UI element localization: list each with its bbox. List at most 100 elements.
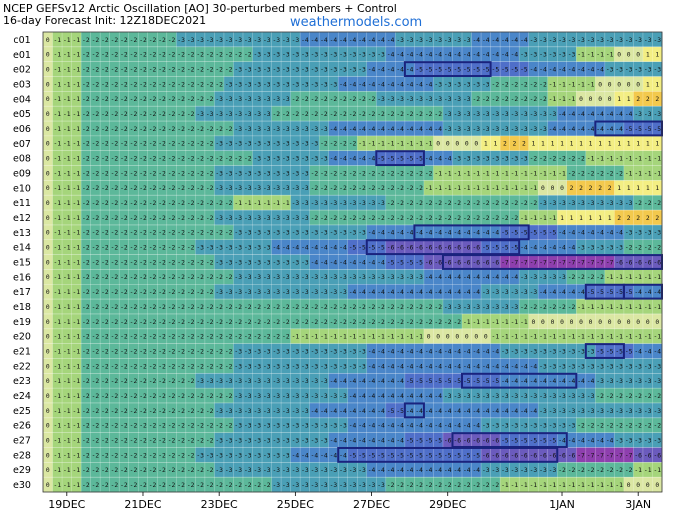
heatmap-cell (452, 269, 463, 285)
heatmap-cell (90, 224, 101, 241)
cell-value-label: -3 (330, 274, 338, 281)
heatmap-cell (309, 195, 320, 211)
heatmap-cell (242, 180, 253, 196)
heatmap-cell (347, 46, 358, 62)
row-label: c01 (13, 35, 30, 46)
cell-value-label: -3 (653, 363, 661, 370)
cell-value-label: -3 (311, 126, 319, 133)
heatmap-cell (433, 76, 444, 92)
heatmap-cell (52, 328, 63, 344)
cell-value-label: -4 (492, 408, 500, 415)
heatmap-cell (300, 284, 310, 300)
heatmap-cell (404, 195, 415, 211)
heatmap-cell (233, 299, 244, 315)
cell-value-label: -4 (568, 245, 576, 252)
cell-value-label: -4 (320, 408, 328, 415)
cell-value-label: -2 (158, 274, 166, 281)
heatmap-cell (404, 46, 415, 62)
cell-value-label: -2 (634, 245, 642, 252)
cell-value-label: -2 (177, 126, 185, 133)
cell-value-label: -5 (425, 452, 433, 459)
heatmap-cell (242, 150, 253, 166)
heatmap-cell (262, 269, 272, 285)
cell-value-label: -3 (358, 348, 366, 355)
heatmap-cell (623, 180, 634, 196)
heatmap-cell (414, 358, 425, 374)
cell-value-label: -5 (434, 378, 442, 385)
cell-value-label: -3 (568, 423, 576, 430)
heatmap-cell (300, 417, 310, 433)
heatmap-cell (385, 269, 396, 285)
cell-value-label: -2 (568, 170, 576, 177)
heatmap-cell (271, 358, 282, 374)
heatmap-cell (233, 195, 244, 211)
cell-value-label: -2 (177, 467, 185, 474)
cell-value-label: -2 (168, 111, 176, 118)
heatmap-cell (414, 254, 425, 270)
cell-value-label: -5 (377, 156, 385, 163)
heatmap-cell (585, 373, 596, 389)
cell-value-label: -1 (396, 141, 404, 148)
cell-value-label: -1 (558, 170, 566, 177)
heatmap-cell (347, 135, 358, 152)
heatmap-cell (442, 358, 453, 374)
cell-value-label: -3 (539, 274, 547, 281)
cell-value-label: -2 (158, 319, 166, 326)
heatmap-cell (423, 373, 434, 389)
heatmap-cell (52, 150, 63, 166)
cell-value-label: -4 (606, 126, 614, 133)
cell-value-label: -2 (139, 96, 147, 103)
cell-value-label: -2 (339, 111, 347, 118)
cell-value-label: -3 (558, 52, 566, 59)
heatmap-cell (557, 284, 568, 300)
heatmap-cell (271, 106, 282, 122)
heatmap-cell (404, 32, 415, 48)
heatmap-cell (423, 313, 434, 330)
cell-value-label: -1 (73, 348, 81, 355)
cell-value-label: -2 (301, 96, 309, 103)
heatmap-cell (90, 402, 101, 419)
cell-value-label: -3 (349, 230, 357, 237)
cell-value-label: -4 (577, 230, 585, 237)
cell-value-label: -1 (511, 170, 519, 177)
cell-value-label: -2 (406, 304, 414, 311)
heatmap-cell (300, 388, 310, 404)
cell-value-label: -2 (158, 200, 166, 207)
heatmap-cell (490, 46, 501, 62)
heatmap-cell (128, 46, 139, 62)
heatmap-cell (242, 358, 253, 374)
cell-value-label: -2 (92, 363, 100, 370)
heatmap-cell (109, 313, 120, 330)
heatmap-cell (81, 61, 91, 77)
heatmap-cell (100, 165, 110, 181)
heatmap-cell (233, 284, 244, 300)
heatmap-cell (623, 388, 634, 404)
heatmap-cell (223, 269, 234, 285)
cell-value-label: -3 (282, 363, 290, 370)
heatmap-cell (642, 417, 653, 433)
heatmap-cell (52, 106, 63, 122)
cell-value-label: -1 (234, 200, 242, 207)
cell-value-label: -5 (444, 452, 452, 459)
cell-value-label: -7 (596, 259, 604, 266)
heatmap-cell (90, 61, 101, 77)
heatmap-cell (481, 135, 491, 152)
heatmap-cell (81, 417, 91, 433)
heatmap-cell (357, 61, 368, 77)
cell-value-label: -2 (139, 408, 147, 415)
heatmap-cell (414, 76, 425, 92)
heatmap-cell (100, 46, 110, 62)
heatmap-cell (509, 417, 520, 433)
cell-value-label: -1 (73, 378, 81, 385)
heatmap-cell (300, 150, 310, 166)
heatmap-cell (376, 254, 387, 270)
cell-value-label: -7 (577, 259, 585, 266)
cell-value-label: -4 (530, 67, 538, 74)
heatmap-cell (319, 91, 329, 107)
heatmap-cell (385, 165, 396, 181)
cell-value-label: -4 (492, 52, 500, 59)
heatmap-cell (71, 254, 82, 270)
cell-value-label: -5 (615, 348, 623, 355)
heatmap-cell (252, 135, 263, 152)
heatmap-cell (642, 224, 653, 241)
